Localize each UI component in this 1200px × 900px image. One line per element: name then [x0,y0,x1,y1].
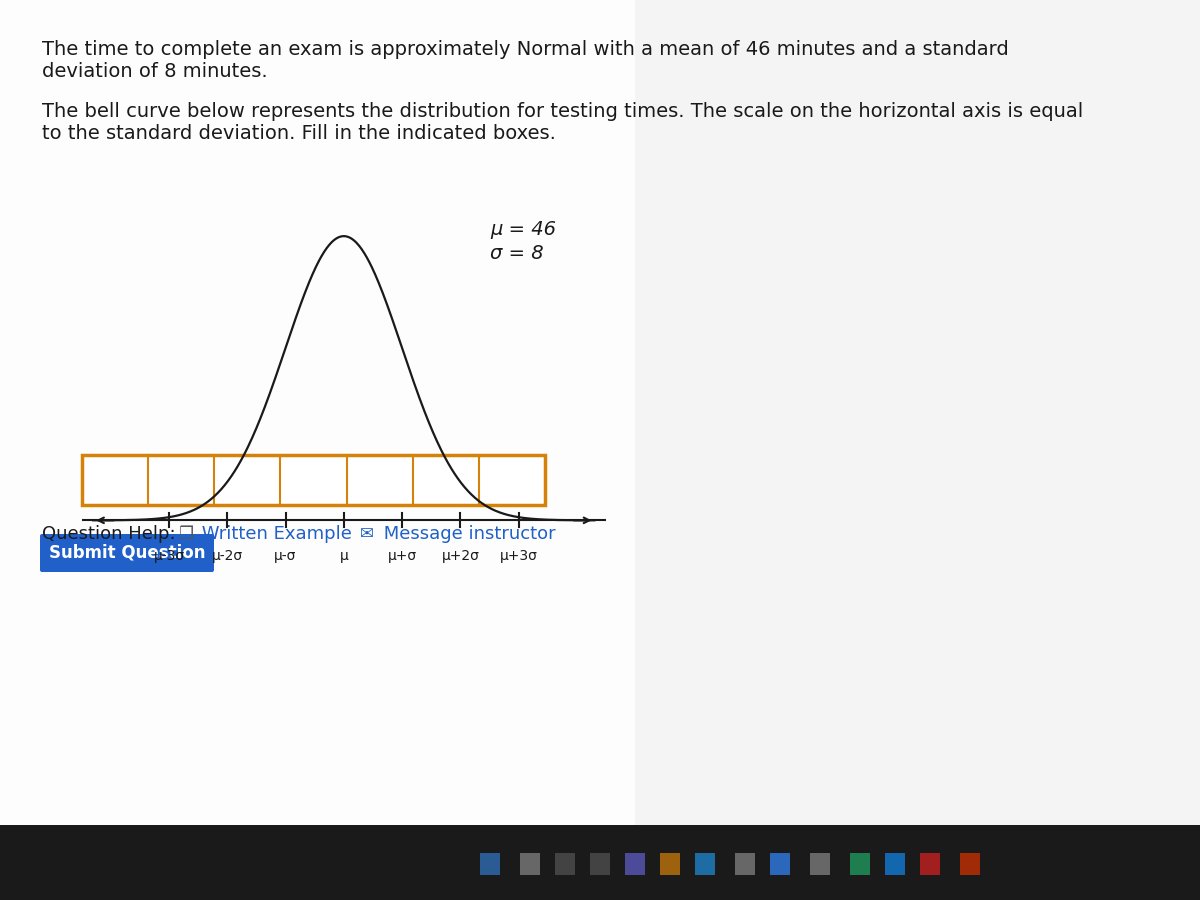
Text: The bell curve below represents the distribution for testing times. The scale on: The bell curve below represents the dist… [42,102,1084,121]
Text: μ-3σ: μ-3σ [154,549,185,562]
Text: μ+3σ: μ+3σ [499,549,538,562]
Text: The time to complete an exam is approximately Normal with a mean of 46 minutes a: The time to complete an exam is approxim… [42,40,1009,59]
Bar [520,853,540,875]
Bar [82,455,545,505]
Bar [920,853,940,875]
Bar [0,0,635,825]
Bar [770,853,790,875]
Text: μ+σ: μ+σ [388,549,416,562]
Text: μ: μ [340,549,348,562]
Text: ✉: ✉ [360,525,374,543]
FancyBboxPatch shape [40,534,214,572]
Text: μ-σ: μ-σ [275,549,296,562]
Bar [480,853,500,875]
Bar [734,853,755,875]
Text: deviation of 8 minutes.: deviation of 8 minutes. [42,62,268,81]
Bar [554,853,575,875]
Bar [695,853,715,875]
Bar [886,853,905,875]
Text: σ = 8: σ = 8 [490,244,544,263]
Text: to the standard deviation. Fill in the indicated boxes.: to the standard deviation. Fill in the i… [42,123,556,142]
Bar [660,853,680,875]
Text: Submit Question: Submit Question [49,543,205,561]
Bar [850,853,870,875]
Text: Written Example: Written Example [196,525,352,543]
Text: Message instructor: Message instructor [378,525,556,543]
Bar [960,853,980,875]
Bar [810,853,830,875]
Text: Question Help:: Question Help: [42,525,175,543]
Bar [0,825,1200,900]
Text: μ+2σ: μ+2σ [442,549,479,562]
Bar [590,853,610,875]
Text: ❐: ❐ [178,525,193,543]
Text: μ = 46: μ = 46 [490,220,556,239]
Text: μ-2σ: μ-2σ [211,549,242,562]
Bar [625,853,646,875]
